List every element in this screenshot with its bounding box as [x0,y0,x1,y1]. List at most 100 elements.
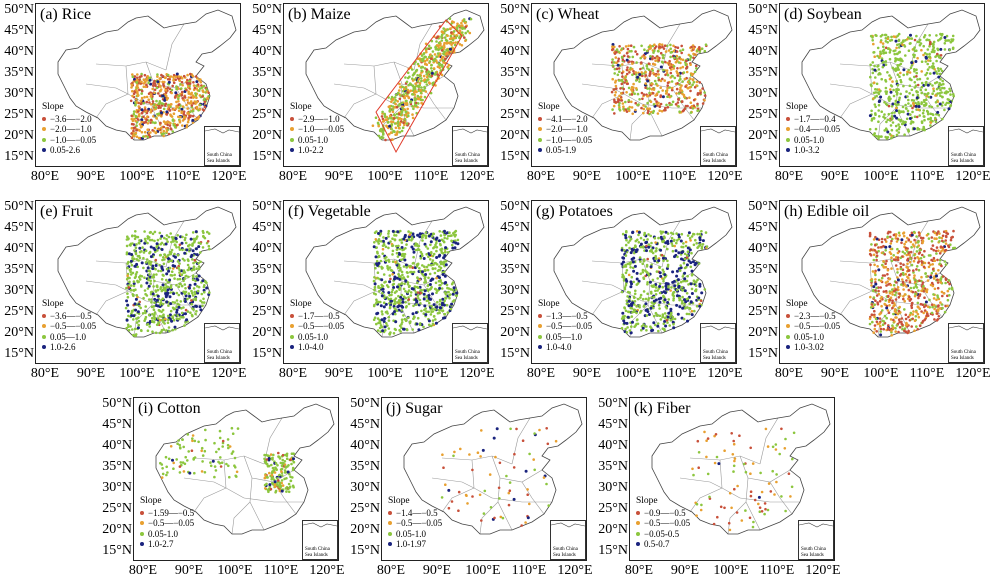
data-point [433,315,436,318]
province-boundary [592,291,624,315]
data-point [377,317,380,320]
data-point [925,57,928,60]
y-tick-label: 30°N [2,87,34,101]
data-point [706,245,709,248]
data-point [175,311,178,314]
data-point [678,110,681,113]
y-tick-label: 40°N [2,242,34,256]
data-point [159,232,162,235]
legend-row: −1.0—−0.05 [290,124,344,135]
data-point [155,332,158,335]
data-point [181,91,184,94]
data-point [455,230,458,233]
province-boundary [334,281,376,291]
data-point [392,98,395,101]
data-point [916,91,919,94]
data-point [626,73,629,76]
data-point [170,310,173,313]
data-point [148,236,151,239]
data-point [660,80,663,83]
data-point [644,56,647,59]
data-point [691,292,694,295]
data-point [664,44,667,47]
data-point [656,277,659,280]
data-point [633,296,636,299]
data-point [171,329,174,332]
x-tick-label: 90°E [573,367,601,381]
data-point [688,231,691,234]
y-tick-label: 35°N [2,263,34,277]
data-point [410,294,413,297]
data-point [439,44,442,47]
data-point [904,39,907,42]
data-point [650,101,653,104]
data-point [941,118,944,121]
data-point [146,101,149,104]
data-point [205,88,208,91]
data-point [918,114,921,117]
data-point [434,272,437,275]
data-point [208,291,211,294]
data-point [884,79,887,82]
data-point [435,55,438,58]
legend-label: 0.05-2.6 [50,145,80,156]
inset-label-line: Sea Islands [951,159,976,165]
data-point [375,238,378,241]
data-point [150,291,153,294]
data-point [613,101,616,104]
data-point [658,285,661,288]
data-point [393,278,396,281]
data-point [431,292,434,295]
data-point [615,80,618,83]
data-point [426,83,429,86]
data-point [190,92,193,95]
data-point [627,48,630,51]
data-point [159,237,162,240]
data-point [410,246,413,249]
data-point [661,286,664,289]
data-point [923,119,926,122]
data-point [622,261,625,264]
data-point [873,55,876,58]
data-point [413,271,416,274]
data-point [618,70,621,73]
data-point [612,61,615,64]
data-point [137,316,140,319]
data-point [696,109,699,112]
data-point [680,258,683,261]
data-point [442,273,445,276]
data-point [192,279,195,282]
inset-label-line: South China [207,153,232,159]
data-point [891,117,894,120]
data-point [424,273,427,276]
data-point [126,292,129,295]
data-point [183,99,186,102]
data-point [636,319,639,322]
data-point [684,108,687,111]
data-point [168,133,171,136]
data-point [153,80,156,83]
data-point [435,282,438,285]
data-point [433,59,436,62]
data-point [897,103,900,106]
data-point [150,301,153,304]
inset-coastline [453,326,487,330]
data-point [137,326,140,329]
data-point [669,96,672,99]
data-point [404,102,407,105]
data-point [184,239,187,242]
data-point [380,278,383,281]
data-point [628,87,631,90]
data-point [688,313,691,316]
data-point [893,68,896,71]
data-point [916,116,919,119]
data-point [690,266,693,269]
data-point [137,86,140,89]
data-point [691,273,694,276]
data-point [190,238,193,241]
data-point [128,329,131,332]
data-point [432,310,435,313]
data-point [144,289,147,292]
